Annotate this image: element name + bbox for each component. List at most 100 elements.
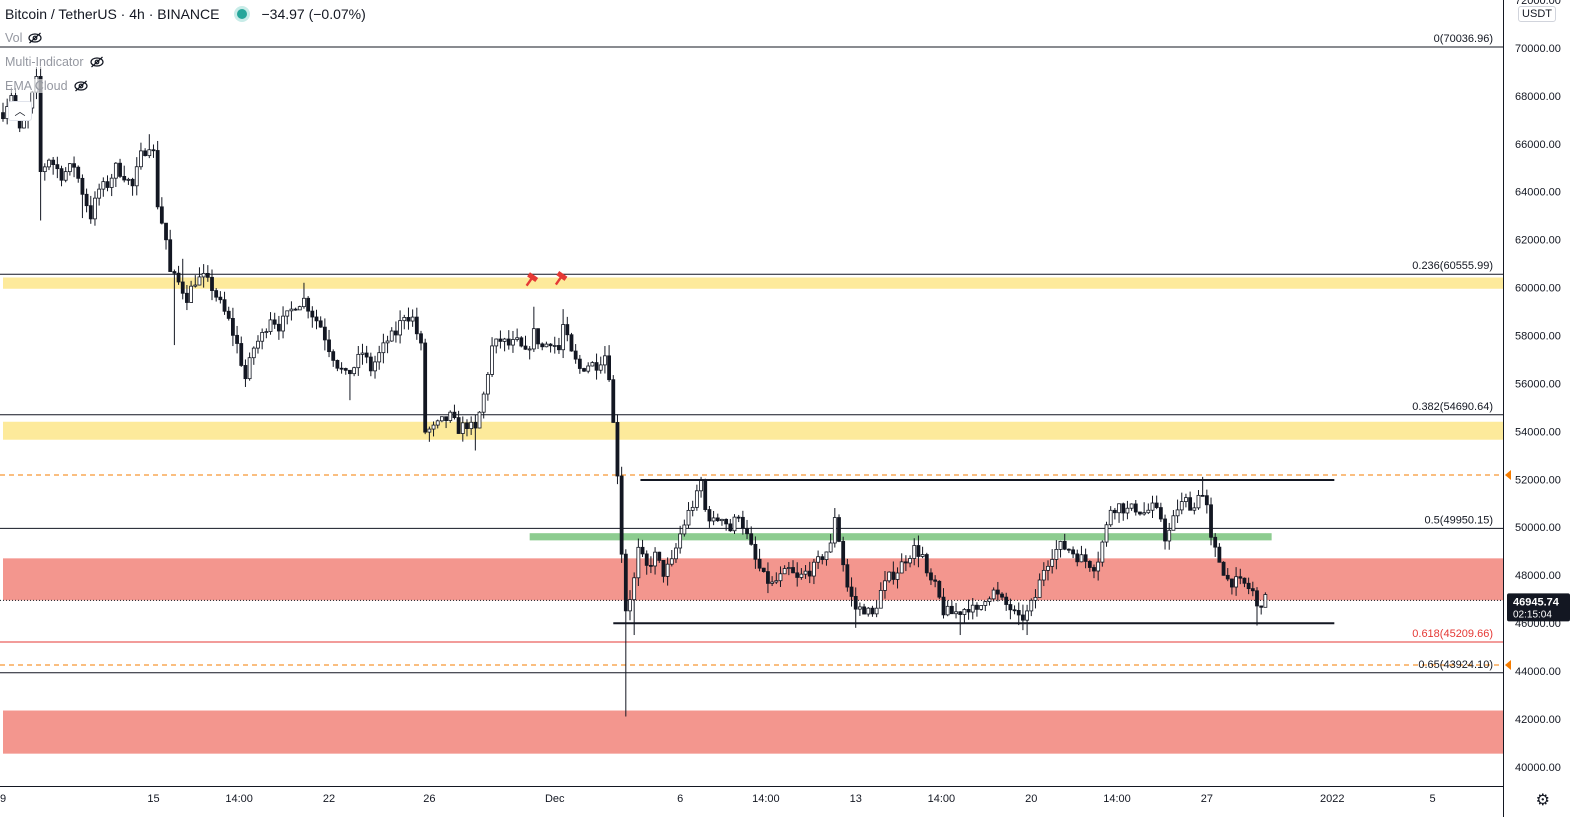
candle-body bbox=[268, 319, 273, 332]
candle-body bbox=[47, 159, 51, 168]
candle-body bbox=[1200, 494, 1205, 497]
candle-body bbox=[373, 361, 377, 372]
candle-body bbox=[669, 558, 674, 565]
settings-gear-icon[interactable]: ⚙ bbox=[1535, 792, 1550, 809]
candle-body bbox=[799, 573, 804, 578]
candle-body bbox=[80, 177, 85, 195]
indicator-label: EMA Cloud bbox=[5, 79, 68, 93]
candle-body bbox=[862, 606, 866, 615]
candle-body bbox=[557, 345, 561, 351]
candle-body bbox=[903, 561, 908, 564]
candle-body bbox=[937, 580, 942, 598]
candle-body bbox=[1184, 497, 1188, 502]
hidden-eye-icon[interactable] bbox=[28, 32, 42, 44]
candle-body bbox=[674, 547, 678, 560]
candle-body bbox=[385, 340, 390, 344]
time-tick-label: Dec bbox=[545, 793, 565, 805]
indicator-ema-cloud[interactable]: EMA Cloud bbox=[5, 79, 88, 93]
collapse-legend-button[interactable]: ︿ bbox=[8, 101, 32, 121]
time-tick-label: 9 bbox=[0, 793, 6, 805]
candle-body bbox=[653, 551, 657, 567]
candle-body bbox=[766, 571, 770, 584]
candle-body bbox=[431, 424, 436, 430]
candle-body bbox=[1117, 503, 1121, 514]
candle-body bbox=[603, 355, 607, 366]
price-tick-label: 44000.00 bbox=[1515, 666, 1561, 678]
candle-body bbox=[644, 553, 649, 566]
candle-body bbox=[649, 564, 653, 567]
candle-body bbox=[929, 572, 933, 581]
candle-body bbox=[853, 596, 858, 610]
candle-body bbox=[577, 358, 582, 369]
price-tick-label: 68000.00 bbox=[1515, 91, 1561, 103]
candle-body bbox=[845, 564, 850, 588]
symbol-title[interactable]: Bitcoin / TetherUS · 4h · BINANCE bbox=[5, 6, 220, 22]
alert-marker-icon bbox=[1505, 659, 1511, 670]
currency-selector[interactable]: USDT bbox=[1518, 6, 1556, 22]
candle-body bbox=[381, 342, 386, 354]
candle-body bbox=[540, 343, 545, 348]
candle-body bbox=[97, 188, 102, 199]
candle-body bbox=[795, 572, 800, 578]
indicator-vol[interactable]: Vol bbox=[5, 31, 43, 45]
candle-body bbox=[1121, 503, 1126, 514]
candle-body bbox=[214, 290, 219, 298]
last-price-value: 46945.74 bbox=[1513, 596, 1560, 608]
candle-body bbox=[753, 543, 758, 560]
candle-body bbox=[485, 374, 490, 395]
candle-body bbox=[745, 527, 749, 535]
candle-body bbox=[1, 112, 5, 120]
candle-body bbox=[849, 586, 854, 597]
zone-red bbox=[3, 710, 1503, 754]
candle-body bbox=[368, 356, 373, 372]
candle-body bbox=[490, 345, 494, 375]
candle-body bbox=[1041, 569, 1046, 581]
candle-body bbox=[824, 551, 829, 560]
candle-body bbox=[582, 368, 586, 372]
candle-body bbox=[88, 205, 93, 220]
candle-body bbox=[155, 150, 160, 208]
price-change: −34.97 (−0.07%) bbox=[261, 6, 366, 22]
candle-body bbox=[1196, 494, 1201, 509]
candle-body bbox=[481, 393, 486, 413]
hidden-eye-icon[interactable] bbox=[89, 56, 104, 68]
candle-body bbox=[218, 296, 223, 301]
candle-body bbox=[389, 330, 394, 342]
candle-body bbox=[561, 324, 566, 351]
candle-body bbox=[63, 171, 68, 181]
candle-body bbox=[970, 604, 975, 613]
candle-body bbox=[1221, 561, 1226, 576]
candle-body bbox=[134, 166, 139, 187]
candle-body bbox=[452, 411, 457, 418]
hidden-eye-icon[interactable] bbox=[73, 80, 88, 92]
candle-body bbox=[594, 362, 599, 371]
candle-body bbox=[916, 545, 921, 557]
candle-body bbox=[339, 367, 344, 370]
price-tick-label: 66000.00 bbox=[1515, 139, 1561, 151]
candle-body bbox=[891, 571, 896, 580]
fib-level-label: 0.5(49950.15) bbox=[1425, 514, 1494, 526]
candle-body bbox=[665, 563, 670, 577]
time-tick-label: 14:00 bbox=[225, 793, 253, 805]
candle-body bbox=[828, 542, 833, 553]
candle-body bbox=[941, 596, 946, 616]
candle-body bbox=[226, 310, 231, 319]
candle-body bbox=[276, 323, 281, 332]
candle-body bbox=[473, 421, 478, 429]
candle-body bbox=[531, 328, 536, 350]
candle-body bbox=[761, 567, 766, 572]
candle-body bbox=[172, 271, 177, 274]
candle-body bbox=[394, 330, 398, 336]
time-tick-label: 26 bbox=[423, 793, 435, 805]
chevron-up-icon: ︿ bbox=[14, 106, 26, 118]
candle-body bbox=[1012, 609, 1017, 612]
candle-body bbox=[1029, 599, 1034, 612]
candle-body bbox=[1062, 540, 1067, 550]
candle-body bbox=[523, 345, 528, 350]
fib-level-label: 0(70036.96) bbox=[1434, 33, 1493, 45]
candle-body bbox=[113, 162, 118, 179]
indicator-multi[interactable]: Multi-Indicator bbox=[5, 55, 104, 69]
candle-body bbox=[991, 589, 996, 600]
